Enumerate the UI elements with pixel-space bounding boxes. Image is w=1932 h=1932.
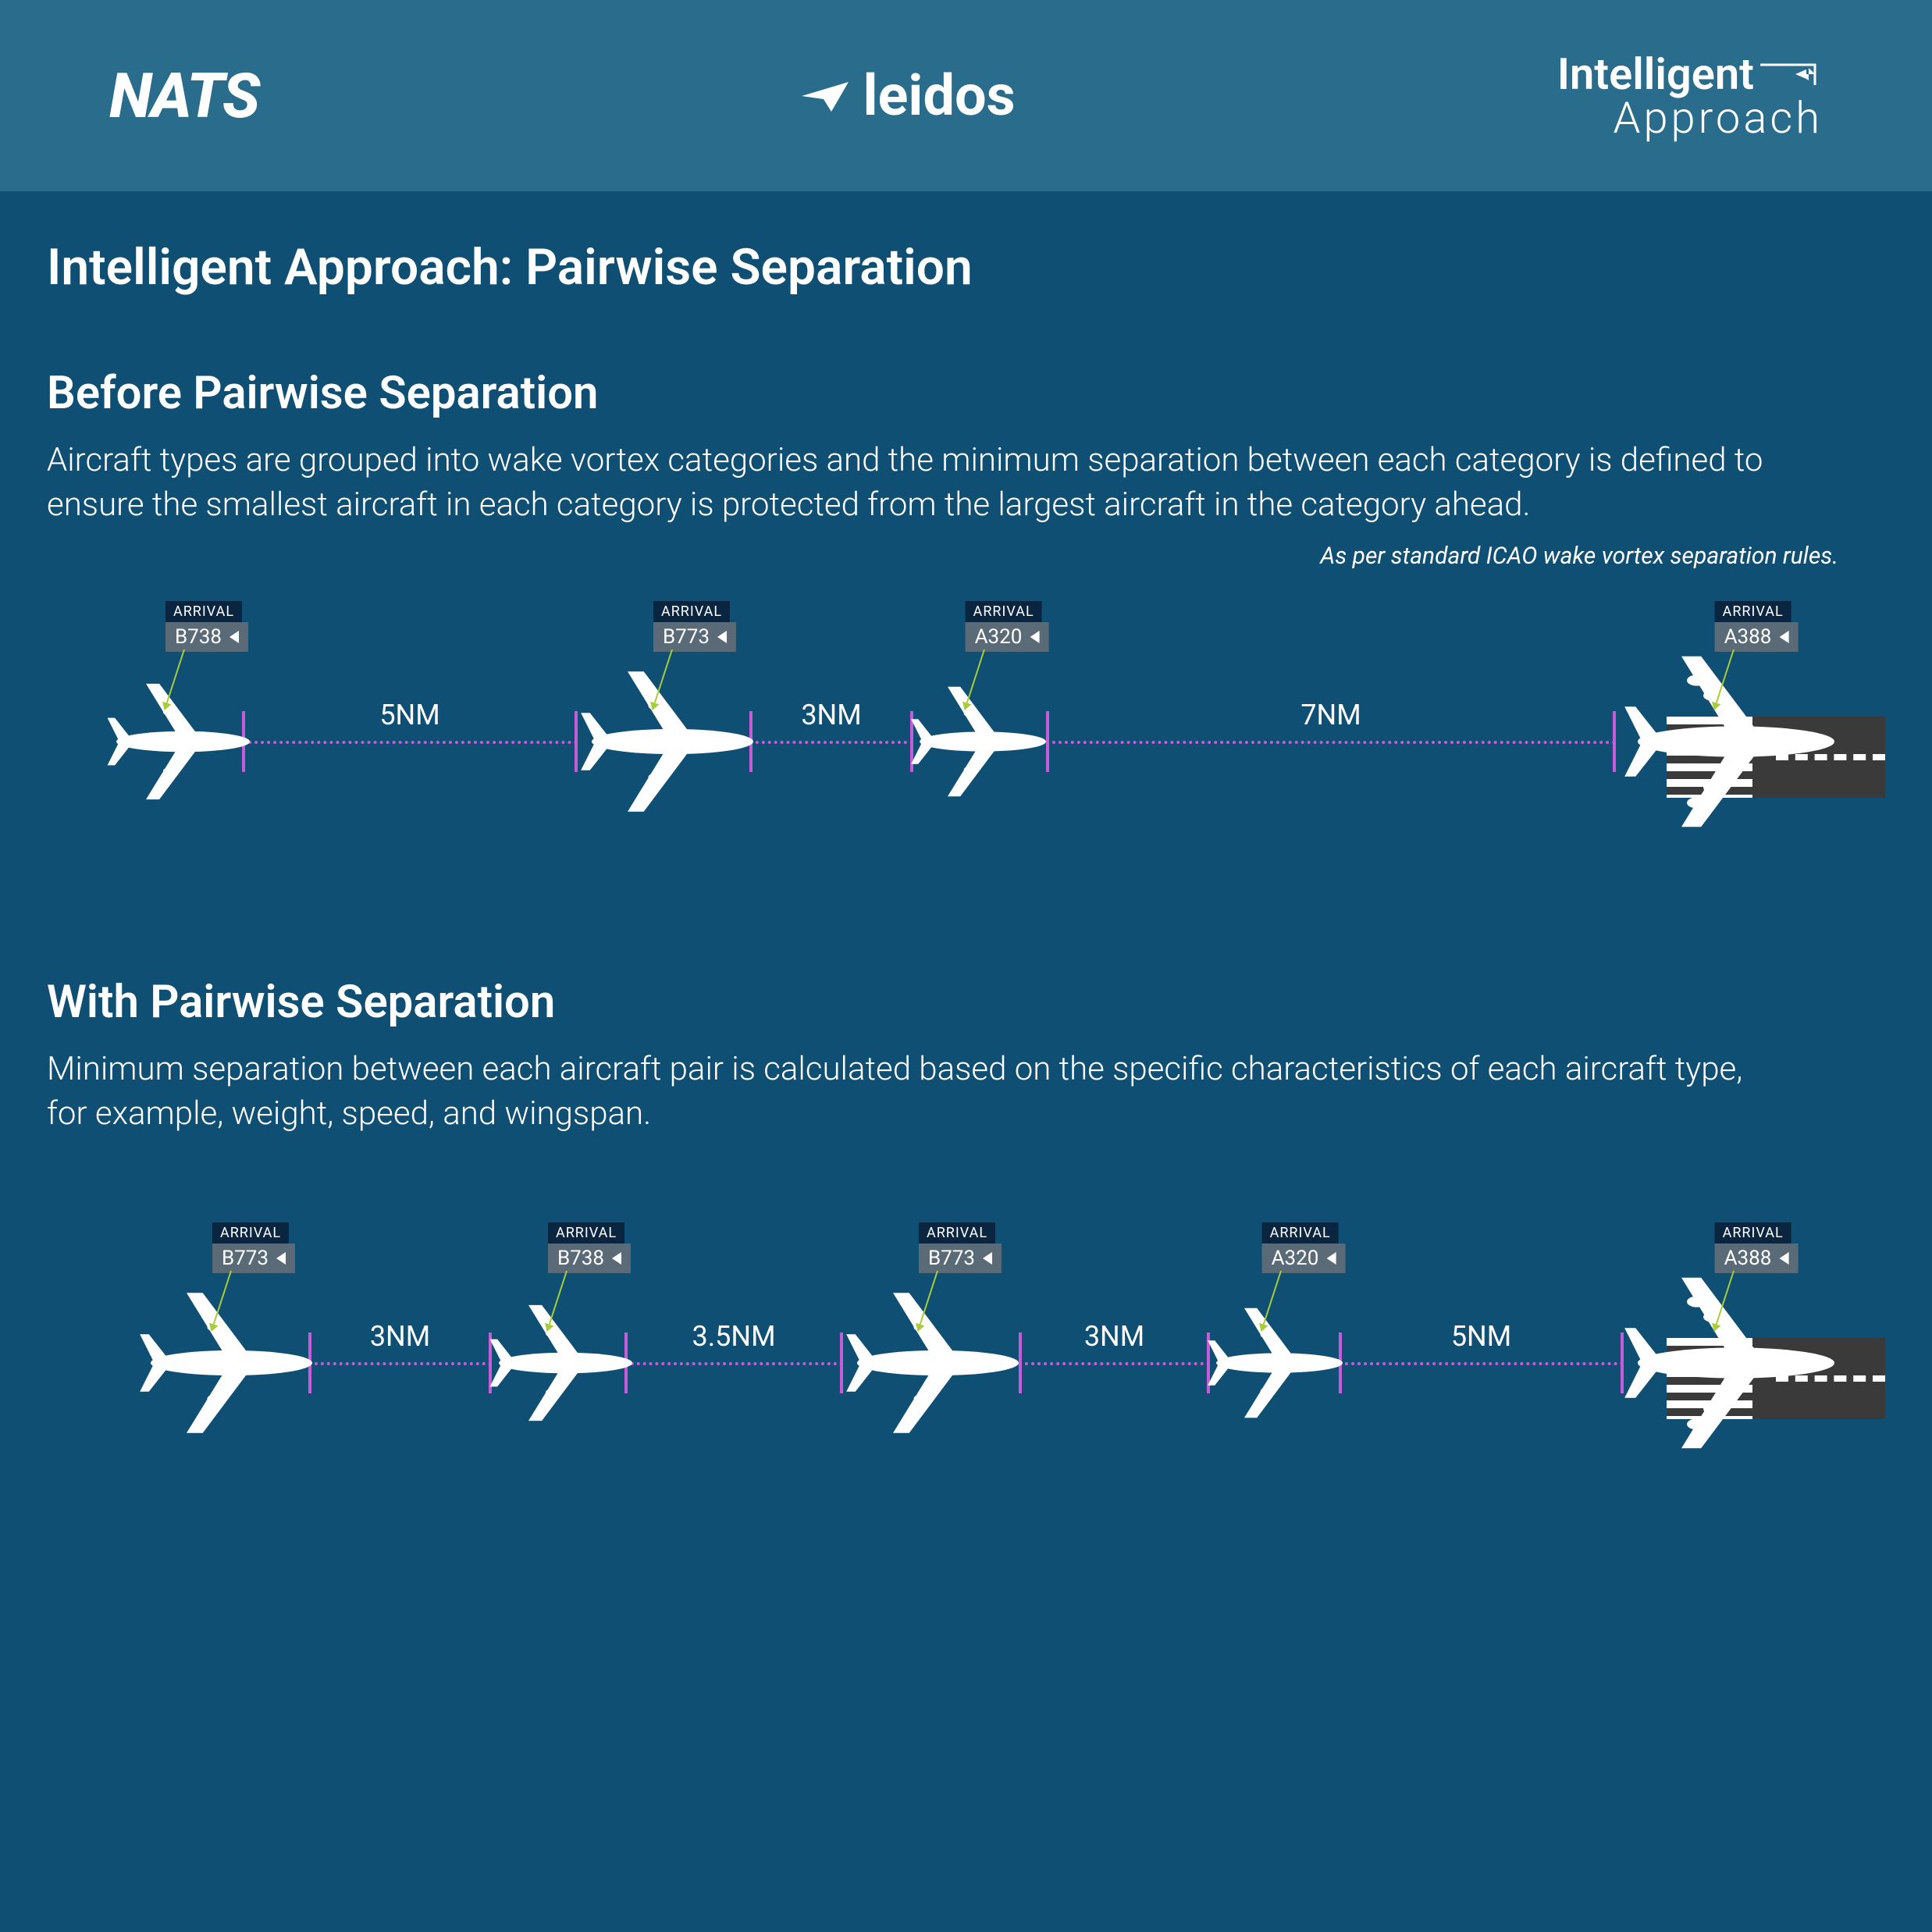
aircraft-type-badge: B773 [919,1244,1002,1273]
aircraft-type-badge: A320 [966,622,1049,652]
separation-distance: 5NM [379,699,439,731]
aircraft-type-badge: A388 [1715,622,1799,652]
page-title: Intelligent Approach: Pairwise Separatio… [47,238,1885,297]
leidos-logo-text: leidos [863,62,1015,129]
arrival-badge: ARRIVAL [1715,601,1791,622]
separation-marker: 3NM [1019,1359,1210,1367]
aircraft-type-badge: B738 [165,622,248,652]
arrival-badge: ARRIVAL [165,601,242,622]
arrival-badge: ARRIVAL [966,601,1042,622]
nats-logo-text: NATS [109,59,258,133]
header-bar: NATS leidos Intelligent Approach [0,0,1932,191]
separation-distance: 3NM [1084,1320,1144,1353]
aircraft-label: ARRIVAL B773 [919,1222,1002,1273]
before-diagram: 5NM 3NM 7NM ARRIVAL B738 ARRIVAL B773 [47,601,1885,882]
with-diagram: 3NM 3.5NM 3NM 5NM ARRIVAL B773 [47,1222,1885,1503]
before-description: Aircraft types are grouped into wake vor… [47,439,1764,527]
aircraft-label: ARRIVAL B773 [212,1222,295,1273]
aircraft-label: ARRIVAL A388 [1715,601,1799,652]
aircraft [133,1282,312,1446]
arrival-badge: ARRIVAL [1715,1222,1791,1244]
leidos-logo: leidos [800,62,1015,129]
aircraft-icon [839,1282,1019,1443]
aircraft [484,1296,632,1432]
triangle-left-icon [1326,1252,1336,1265]
arrival-badge: ARRIVAL [919,1222,995,1244]
separation-distance: 7NM [1300,699,1361,731]
aircraft-icon [574,661,753,823]
triangle-left-icon [1030,631,1039,643]
arrival-badge: ARRIVAL [1262,1222,1339,1244]
separation-distance: 5NM [1451,1320,1511,1353]
aircraft [906,678,1046,808]
arrival-badge: ARRIVAL [212,1222,289,1244]
aircraft-icon [1202,1300,1343,1426]
aircraft-type-badge: A320 [1262,1244,1346,1273]
triangle-left-icon [717,631,727,643]
separation-marker: 3.5NM [624,1359,843,1367]
aircraft-icon [133,1282,312,1443]
aircraft-type-badge: B738 [548,1244,631,1273]
aircraft-type-badge: B773 [212,1244,295,1273]
arrival-badge: ARRIVAL [548,1222,624,1244]
ia-line2: Approach [1557,96,1823,140]
triangle-left-icon [612,1252,621,1265]
triangle-left-icon [276,1252,286,1265]
content-area: Intelligent Approach: Pairwise Separatio… [0,191,1932,1503]
separation-marker: 5NM [1339,1359,1624,1367]
aircraft [574,661,753,826]
intelligent-approach-logo: Intelligent Approach [1557,52,1823,140]
before-heading: Before Pairwise Separation [47,367,1885,420]
with-description: Minimum separation between each aircraft… [47,1048,1764,1136]
nats-logo: NATS [109,59,258,133]
separation-marker: 3NM [308,1359,492,1367]
aircraft-label: ARRIVAL B773 [653,601,736,652]
aircraft-label: ARRIVAL A388 [1715,1222,1799,1273]
approach-plane-icon [1760,59,1823,90]
aircraft-type-badge: B773 [653,622,736,652]
aircraft-icon [101,675,250,809]
aircraft-icon [484,1296,632,1429]
aircraft-label: ARRIVAL B738 [165,601,248,652]
triangle-left-icon [1779,1252,1788,1265]
separation-distance: 3NM [370,1320,430,1353]
before-footnote: As per standard ICAO wake vortex separat… [47,543,1885,570]
triangle-left-icon [1779,631,1788,643]
aircraft-label: ARRIVAL A320 [966,601,1049,652]
aircraft-icon [906,678,1046,805]
triangle-left-icon [229,631,239,643]
arrival-badge: ARRIVAL [653,601,730,622]
triangle-left-icon [983,1252,992,1265]
ia-line1: Intelligent [1557,52,1754,96]
aircraft [839,1282,1019,1446]
aircraft-type-badge: A388 [1715,1244,1799,1273]
aircraft [101,675,250,812]
separation-marker: 3NM [749,738,913,745]
separation-marker: 7NM [1046,738,1616,745]
separation-marker: 5NM [242,738,578,745]
paper-plane-icon [800,77,850,115]
with-heading: With Pairwise Separation [47,976,1885,1029]
aircraft-label: ARRIVAL B738 [548,1222,631,1273]
aircraft [1202,1300,1343,1429]
separation-distance: 3.5NM [692,1320,775,1353]
aircraft-label: ARRIVAL A320 [1262,1222,1346,1273]
separation-distance: 3NM [801,699,861,731]
